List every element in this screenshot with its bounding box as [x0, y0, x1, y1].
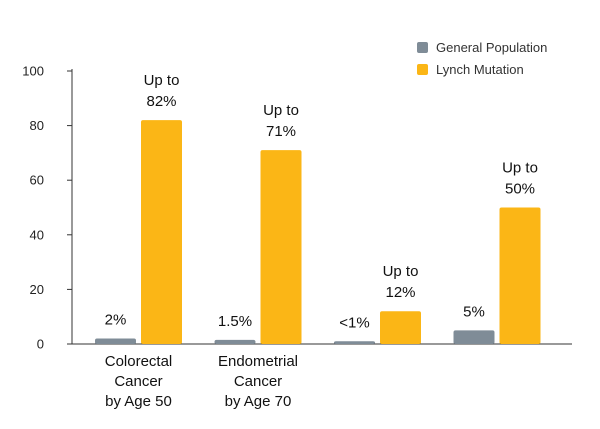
category-label: Cancer [114, 373, 162, 390]
bar-lynch-mutation [380, 311, 421, 344]
bars [95, 120, 541, 344]
data-label-lynch-mutation: 71% [266, 123, 296, 140]
category-label: Endometrial [218, 353, 298, 370]
legend: General Population Lynch Mutation [417, 40, 547, 77]
category-label: Cancer [234, 373, 282, 390]
data-label-general-population: <1% [339, 314, 369, 331]
data-label-lynch-mutation: 50% [505, 181, 535, 198]
bar-lynch-mutation [499, 207, 541, 344]
y-tick-label: 40 [30, 227, 44, 242]
bar-general-population [214, 339, 256, 344]
legend-label-lynch-mutation: Lynch Mutation [436, 62, 524, 77]
category-label: by Age 50 [105, 393, 172, 410]
y-tick-label: 80 [30, 118, 44, 133]
legend-swatch-lynch-mutation [417, 64, 428, 75]
data-label-lynch-mutation: 82% [146, 93, 176, 110]
bar-general-population [334, 341, 375, 344]
data-label-lynch-mutation: Up to [502, 160, 538, 177]
category-label: Colorectal [105, 353, 173, 370]
bar-lynch-mutation [141, 120, 182, 344]
data-label-lynch-mutation: Up to [144, 72, 180, 89]
bar-general-population [95, 338, 136, 344]
data-label-lynch-mutation: Up to [263, 102, 299, 119]
data-label-general-population: 2% [105, 312, 127, 329]
category-label: by Age 70 [225, 393, 292, 410]
y-tick-label: 20 [30, 282, 44, 297]
data-labels: 2% Up to 82% 1.5% Up to 71% <1% Up to 12% 5% Up to… [105, 72, 538, 331]
data-label-lynch-mutation: 12% [385, 284, 415, 301]
legend-label-general-population: General Population [436, 40, 547, 55]
data-label-general-population: 1.5% [218, 313, 252, 330]
data-label-lynch-mutation: Up to [383, 263, 419, 280]
category-labels: Colorectal Cancer by Age 50 Endometrial Canc… [105, 353, 298, 410]
legend-swatch-general-population [417, 42, 428, 53]
y-tick-label: 100 [22, 64, 44, 79]
y-tick-label: 60 [30, 173, 44, 188]
data-label-general-population: 5% [463, 303, 485, 320]
y-tick-label: 0 [37, 337, 44, 352]
bar-general-population [453, 330, 495, 344]
bar-lynch-mutation [260, 150, 302, 344]
